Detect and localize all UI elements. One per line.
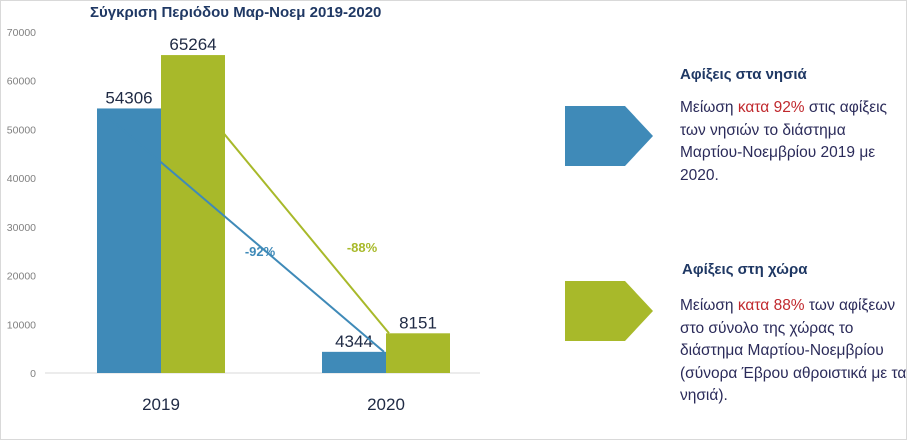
trend-line: [220, 129, 390, 334]
islands-text-after: στις αφίξεις των νησιών το διάστημα Μαρτ…: [680, 99, 888, 184]
islands-text-before: Μείωση: [680, 99, 738, 116]
islands-panel-title: Αφίξεις στα νησιά: [680, 66, 807, 83]
country-text-before: Μείωση: [680, 297, 738, 314]
bar: [322, 351, 386, 373]
trend-line: [98, 108, 385, 353]
country-panel-text: Μείωση κατα 88% των αφίξεων στο σύνολο τ…: [680, 295, 907, 408]
country-highlight: κατα 88%: [737, 297, 805, 314]
data-label: 54306: [105, 88, 152, 107]
y-tick-label: 60000: [7, 76, 36, 88]
y-tick-label: 10000: [7, 319, 36, 331]
bar: [97, 108, 161, 373]
x-tick-label: 2019: [142, 395, 180, 414]
annotation-label: -88%: [347, 240, 378, 255]
y-tick-label: 30000: [7, 222, 36, 234]
bar: [386, 333, 450, 373]
chart-title: Σύγκριση Περιόδου Μαρ-Νοεμ 2019-2020: [90, 4, 382, 21]
y-tick-label: 0: [30, 368, 36, 380]
bar: [161, 55, 225, 374]
y-tick-label: 70000: [7, 27, 36, 39]
data-label: 65264: [169, 35, 216, 54]
y-tick-label: 50000: [7, 124, 36, 136]
country-arrow-icon: [565, 281, 653, 341]
country-panel-title: Αφίξεις στη χώρα: [682, 261, 808, 278]
islands-arrow-icon: [565, 106, 653, 166]
bar-chart: 0 10000 20000 30000 40000 50000 60000 70000 5430…: [7, 27, 480, 414]
y-tick-label: 40000: [7, 173, 36, 185]
islands-panel-text: Μείωση κατα 92% στις αφίξεις των νησιών …: [680, 97, 907, 187]
annotation-label: -92%: [245, 244, 276, 259]
y-tick-label: 20000: [7, 271, 36, 283]
data-label: 8151: [399, 313, 437, 332]
x-tick-label: 2020: [367, 395, 405, 414]
country-text-after: των αφίξεων στο σύνολο της χώρας το διάσ…: [680, 297, 907, 404]
data-label: 4344: [335, 332, 373, 351]
islands-highlight: κατα 92%: [737, 99, 805, 116]
